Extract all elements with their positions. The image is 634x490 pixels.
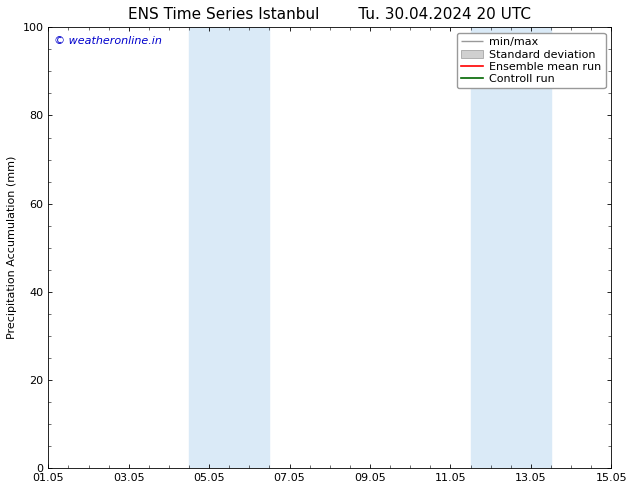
Bar [470,27,511,468]
Y-axis label: Precipitation Accumulation (mm): Precipitation Accumulation (mm) [7,156,17,340]
Bar [230,27,269,468]
Title: ENS Time Series Istanbul        Tu. 30.04.2024 20 UTC: ENS Time Series Istanbul Tu. 30.04.2024 … [128,7,531,22]
Bar [189,27,230,468]
Bar [511,27,551,468]
Legend: min/max, Standard deviation, Ensemble mean run, Controll run: min/max, Standard deviation, Ensemble me… [456,33,605,88]
Text: © weatheronline.in: © weatheronline.in [54,36,162,46]
